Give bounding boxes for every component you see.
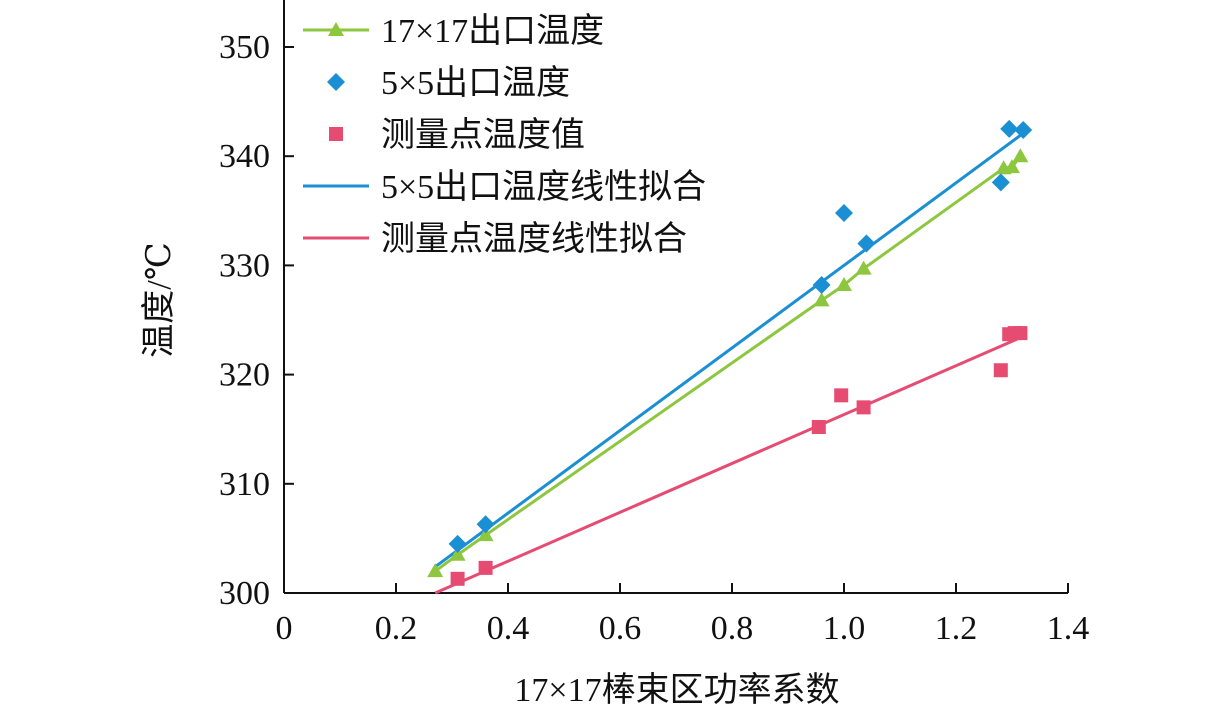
data-point [812, 276, 831, 295]
legend-swatch-marker [329, 127, 343, 141]
y-tick-label: 310 [219, 466, 270, 503]
x-tick-label: 1.0 [823, 610, 866, 647]
data-point [856, 400, 871, 415]
data-point [478, 560, 493, 575]
series-markers-0 [427, 148, 1029, 578]
legend-item-1: 5×5出口温度 [327, 64, 570, 102]
x-tick-label: 1.4 [1047, 610, 1090, 647]
legend-item-0: 17×17出口温度 [303, 12, 604, 50]
data-point [448, 534, 467, 553]
axes: 0 0.2 0.4 0.6 0.8 1.0 1.2 1.4 300 310 320 330 340 350 [219, 0, 1089, 647]
series-layer [427, 119, 1033, 595]
y-tick-label: 340 [219, 138, 270, 175]
x-tick-label: 1.2 [935, 610, 978, 647]
data-point [477, 527, 494, 542]
data-point [834, 388, 849, 403]
data-point [1013, 326, 1028, 341]
y-tick-label: 320 [219, 357, 270, 394]
x-tick-label: 0 [276, 610, 293, 647]
data-point [450, 571, 465, 586]
series-markers-2 [450, 326, 1028, 586]
legend-label: 5×5出口温度线性拟合 [381, 168, 706, 206]
series-line-3 [434, 132, 1025, 568]
series-path [434, 132, 1025, 568]
data-point [991, 173, 1010, 192]
x-axis-title: 17×17棒束区功率系数 [514, 671, 839, 709]
y-tick-label: 350 [219, 29, 270, 66]
y-tick-label: 330 [219, 247, 270, 284]
x-tick-label: 0.4 [487, 610, 530, 647]
data-point [835, 203, 853, 222]
series-path [434, 335, 1024, 595]
legend-swatch-marker [328, 22, 344, 36]
x-tick-label: 0.8 [711, 610, 754, 647]
series-path [434, 155, 1022, 573]
data-point [855, 260, 872, 275]
data-point [427, 563, 444, 578]
data-point [476, 515, 495, 534]
data-point [813, 292, 830, 307]
data-point [1012, 148, 1029, 163]
data-point [993, 363, 1008, 378]
x-tick-label: 0.6 [599, 610, 642, 647]
data-point [1004, 159, 1020, 174]
data-point [449, 546, 466, 561]
data-point [857, 234, 876, 253]
x-tick-label: 0.2 [375, 610, 418, 647]
legend-item-4: 测量点温度线性拟合 [303, 220, 687, 258]
legend-label: 测量点温度值 [381, 116, 585, 154]
data-point [836, 277, 852, 292]
legend-item-2: 测量点温度值 [329, 116, 585, 154]
series-line-4 [434, 335, 1024, 595]
y-tick-label: 300 [219, 575, 270, 612]
data-point [1014, 120, 1033, 139]
series-markers-1 [448, 119, 1033, 553]
legend-label: 5×5出口温度 [381, 64, 570, 102]
series-line-0 [434, 155, 1022, 573]
legend-item-3: 5×5出口温度线性拟合 [303, 168, 706, 206]
legend-label: 17×17出口温度 [381, 12, 604, 50]
data-point [811, 420, 826, 435]
data-point [1000, 119, 1019, 138]
y-axis-title: 温度/℃ [140, 242, 178, 357]
legend-swatch-marker [327, 73, 345, 91]
legend-label: 测量点温度线性拟合 [381, 220, 687, 258]
